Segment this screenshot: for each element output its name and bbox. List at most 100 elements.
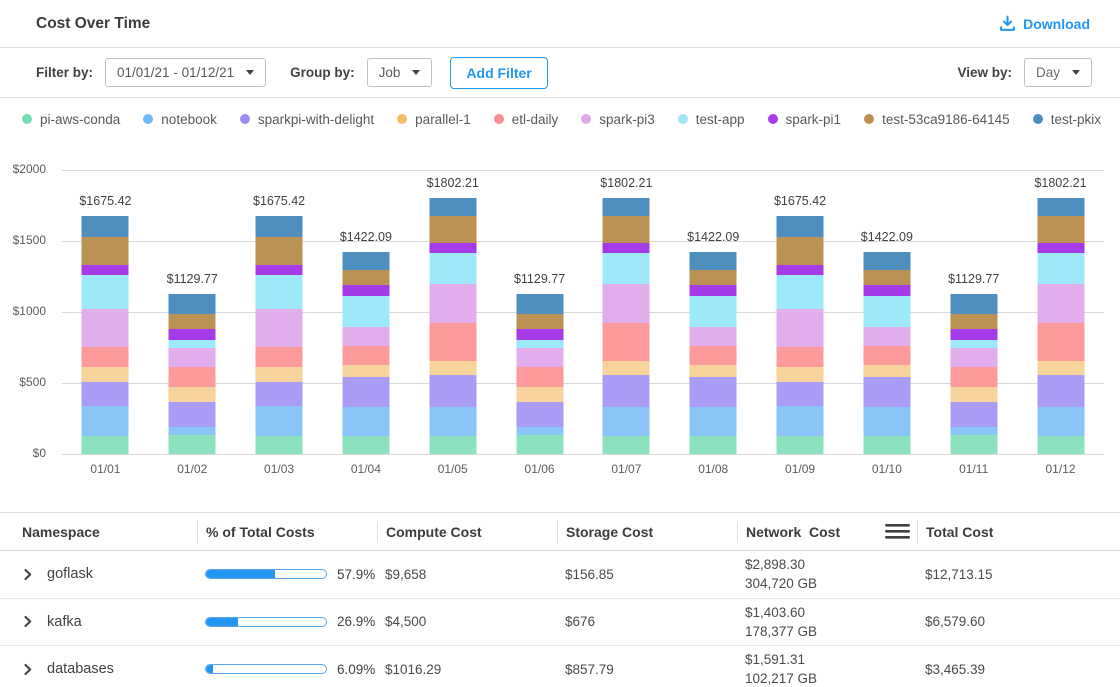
y-axis-tick: $2000 [12,162,46,176]
bar-segment-test-pkix [950,293,998,314]
bar-segment-sparkpi-with-delight [255,381,303,406]
stacked-bar [255,216,303,454]
download-label: Download [1023,15,1090,32]
group-by-value: Job [378,65,401,80]
legend-item-sparkpi-with-delight[interactable]: sparkpi-with-delight [239,111,375,127]
column-header-network-cost: Network Cost [737,520,917,543]
x-axis-tick: 01/12 [1045,462,1076,476]
legend-label: notebook [161,111,217,127]
bar-total-label: $1802.21 [600,176,653,191]
namespace-cell[interactable]: goflask [0,566,197,582]
bar-segment-parallel-1 [255,366,303,382]
compute-cost-cell: $9,658 [385,566,427,582]
x-axis-tick: 01/03 [264,462,295,476]
network-cost-cell: $1,591.31 102,217 GB [737,650,917,687]
bar-segment-pi-aws-conda [516,434,564,454]
bar-segment-test-pkix [429,198,477,216]
download-button[interactable]: Download [999,15,1090,32]
column-header--of-total-costs: % of Total Costs [197,520,377,543]
expand-chevron-icon[interactable] [22,615,34,628]
namespace-cost-table: Namespace % of Total Costs Compute Cost Sto… [0,512,1120,687]
y-axis-tick: $1500 [12,233,46,247]
bar-segment-spark-pi1 [81,264,129,276]
legend-dot-icon [397,114,408,124]
bar-segment-sparkpi-with-delight [168,401,216,428]
group-by-dropdown[interactable]: Job [366,58,433,87]
gridline [62,383,1104,384]
chevron-down-icon [246,70,255,75]
view-by-dropdown[interactable]: Day [1023,58,1092,87]
bar-segment-test-53ca9186-64145 [342,270,390,286]
network-cost-value: $2,898.30 [745,557,806,573]
bar-column-01/03: $1675.42 01/03 [236,140,323,476]
bar-segment-test-app [602,252,650,285]
view-by-label: View by: [957,65,1012,80]
stacked-bar [689,252,737,454]
bar-total-label: $1802.21 [1034,176,1087,191]
bar-segment-parallel-1 [950,386,998,402]
view-by-value: Day [1035,65,1060,80]
legend-item-parallel-1[interactable]: parallel-1 [397,112,471,127]
bar-segment-notebook [429,407,477,436]
bar-segment-pi-aws-conda [602,435,650,454]
legend-item-test-53ca9186-64145[interactable]: test-53ca9186-64145 [864,112,1010,127]
legend-item-pi-aws-conda[interactable]: pi-aws-conda [22,112,120,127]
bar-segment-etl-daily [342,345,390,366]
column-header-compute-cost: Compute Cost [377,520,557,543]
legend-label: sparkpi-with-delight [257,111,375,127]
pct-of-total-cell: 57.9% [197,567,377,582]
bar-segment-pi-aws-conda [1037,435,1085,454]
bar-segment-notebook [950,427,998,435]
bar-segment-test-app [950,339,998,349]
bar-segment-test-app [689,295,737,327]
bar-segment-notebook [255,405,303,436]
x-axis-tick: 01/08 [698,462,729,476]
legend-item-spark-pi1[interactable]: spark-pi1 [767,112,841,127]
legend-item-test-app[interactable]: test-app [677,112,745,127]
bar-segment-parallel-1 [342,365,390,378]
bar-segment-test-53ca9186-64145 [168,313,216,330]
legend-dot-icon [22,114,32,124]
legend-item-etl-daily[interactable]: etl-daily [493,112,558,127]
namespace-cell[interactable]: kafka [0,614,197,630]
bar-segment-spark-pi3 [168,348,216,367]
column-header-label: Storage Cost [566,523,654,540]
bar-segment-pi-aws-conda [689,435,737,454]
bar-total-label: $1802.21 [426,176,479,191]
bar-segment-pi-aws-conda [863,435,911,454]
bar-segment-notebook [689,406,737,436]
network-gb-value: 178,377 GB [745,623,818,639]
page-header: Cost Over Time Download [0,0,1120,48]
column-header-label: % of Total Costs [206,523,315,540]
network-cost-cell: $1,403.60 178,377 GB [737,603,917,641]
expand-chevron-icon[interactable] [22,568,34,581]
column-settings-menu-icon[interactable] [885,523,910,540]
table-row-databases[interactable]: databases 6.09% $1016.29 $857.79 $1,591.31 10… [0,646,1120,687]
legend-dot-icon [239,114,250,124]
bar-segment-test-53ca9186-64145 [255,237,303,265]
bar-segment-test-pkix [516,293,564,314]
table-row-goflask[interactable]: goflask 57.9% $9,658 $156.85 $2,898.30 304,72… [0,551,1120,599]
legend-dot-icon [864,114,875,124]
bar-segment-parallel-1 [1037,361,1085,375]
stacked-bar [429,198,477,454]
legend-item-spark-pi3[interactable]: spark-pi3 [581,112,655,127]
legend-item-test-pkix[interactable]: test-pkix [1032,112,1101,127]
namespace-cell[interactable]: databases [0,661,197,677]
bar-column-01/01: $1675.42 01/01 [62,140,149,476]
date-range-dropdown[interactable]: 01/01/21 - 01/12/21 [105,58,267,87]
bar-segment-test-53ca9186-64145 [602,215,650,244]
gridline [62,241,1104,242]
bar-segment-sparkpi-with-delight [602,374,650,408]
pct-progress-bar [205,664,327,675]
bar-segment-etl-daily [950,366,998,387]
add-filter-button[interactable]: Add Filter [450,56,548,89]
bar-segment-notebook [342,406,390,436]
legend-item-notebook[interactable]: notebook [143,112,217,127]
bar-total-label: $1422.09 [687,230,740,245]
bar-segment-pi-aws-conda [342,435,390,454]
table-row-kafka[interactable]: kafka 26.9% $4,500 $676 $1,403.60 178,377 GB $… [0,599,1120,646]
chart-legend: pi-aws-conda notebook sparkpi-with-delight… [0,98,1120,140]
column-header-label: Network Cost [746,523,841,540]
expand-chevron-icon[interactable] [22,663,34,676]
